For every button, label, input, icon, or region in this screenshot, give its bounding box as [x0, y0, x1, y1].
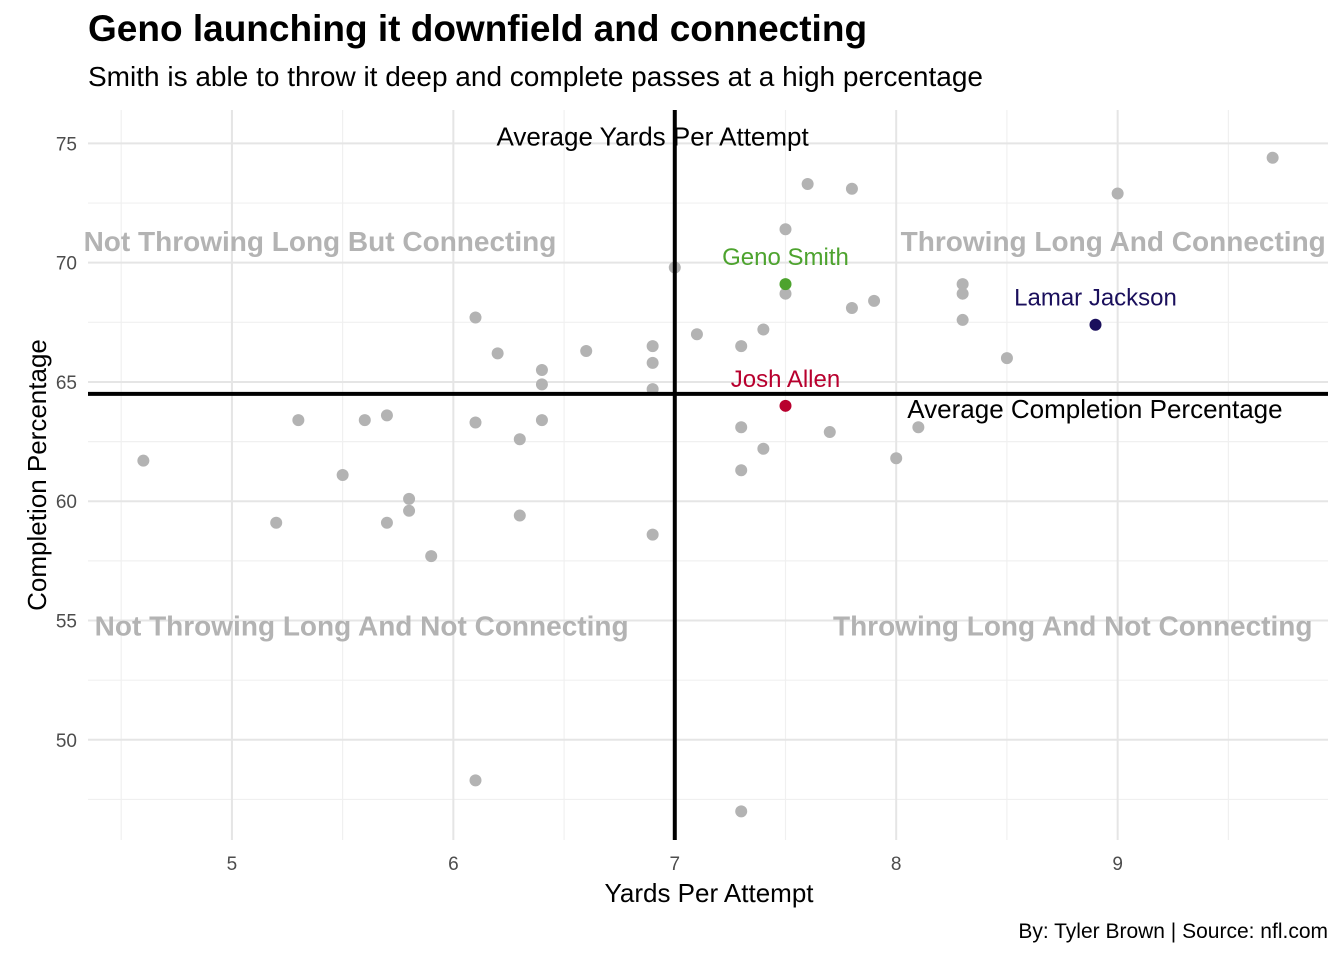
- data-point: [513, 433, 526, 446]
- data-point: [801, 177, 814, 190]
- data-point: [358, 414, 371, 427]
- y-tick-label: 75: [56, 134, 77, 155]
- quadrant-label-bottom-left: Not Throwing Long And Not Connecting: [95, 610, 629, 641]
- y-tick-label: 60: [56, 492, 77, 513]
- x-tick-label: 7: [669, 854, 680, 875]
- highlight-label-josh-allen: Josh Allen: [731, 366, 840, 393]
- quadrant-label-top-right: Throwing Long And Connecting: [901, 226, 1326, 257]
- y-tick-labels: 50 55 60 65 70 75: [56, 134, 77, 751]
- data-point: [646, 528, 659, 541]
- data-point: [535, 378, 548, 391]
- data-point: [292, 414, 305, 427]
- data-point: [735, 464, 748, 477]
- data-point: [956, 313, 969, 326]
- data-point: [535, 364, 548, 377]
- data-point: [425, 550, 438, 563]
- data-point: [1111, 187, 1124, 200]
- data-point: [690, 328, 703, 341]
- data-point: [1000, 352, 1013, 365]
- data-point: [735, 421, 748, 434]
- data-point: [336, 469, 349, 481]
- data-point: [845, 302, 858, 315]
- chart-caption: By: Tyler Brown | Source: nfl.com: [1018, 920, 1328, 943]
- minor-gridlines: [88, 110, 1328, 840]
- data-point: [646, 356, 659, 369]
- data-point: [580, 344, 593, 357]
- data-point: [735, 805, 748, 818]
- quadrant-label-bottom-right: Throwing Long And Not Connecting: [833, 610, 1313, 641]
- x-tick-label: 6: [448, 854, 459, 875]
- data-point: [1266, 151, 1279, 164]
- data-points: [137, 151, 1279, 818]
- y-tick-label: 55: [56, 612, 77, 633]
- data-point: [823, 426, 836, 439]
- data-point: [845, 182, 858, 195]
- data-point: [270, 516, 283, 529]
- data-point: [757, 323, 770, 336]
- highlight-label-geno-smith: Geno Smith: [722, 244, 849, 271]
- data-point: [469, 311, 482, 324]
- y-axis-title: Completion Percentage: [22, 339, 52, 611]
- data-point: [380, 409, 393, 422]
- data-point: [403, 492, 416, 505]
- highlight-point-josh-allen: [779, 399, 792, 412]
- data-point: [469, 416, 482, 429]
- highlight-point-geno-smith: [779, 278, 792, 291]
- data-point: [646, 340, 659, 353]
- highlight-label-lamar-jackson: Lamar Jackson: [1014, 285, 1177, 312]
- data-point: [513, 509, 526, 522]
- data-point: [912, 421, 925, 434]
- y-tick-label: 65: [56, 373, 77, 394]
- y-tick-label: 50: [56, 731, 77, 752]
- data-point: [469, 774, 482, 787]
- highlighted-points: Geno Smith Lamar Jackson Josh Allen: [722, 244, 1177, 412]
- quadrant-label-top-left: Not Throwing Long But Connecting: [84, 226, 557, 257]
- quadrant-labels: Not Throwing Long But Connecting Throwin…: [84, 226, 1326, 641]
- major-gridlines: [88, 110, 1328, 840]
- x-tick-label: 5: [227, 854, 238, 875]
- data-point: [890, 452, 903, 465]
- data-point: [535, 414, 548, 427]
- data-point: [403, 504, 416, 517]
- chart-title: Geno launching it downfield and connecti…: [88, 8, 868, 49]
- x-tick-labels: 5 6 7 8 9: [227, 854, 1123, 875]
- data-point: [956, 278, 969, 291]
- x-tick-label: 8: [891, 854, 902, 875]
- highlight-point-lamar-jackson: [1089, 318, 1102, 331]
- average-yards-label: Average Yards Per Attempt: [497, 121, 810, 151]
- data-point: [868, 294, 881, 307]
- average-completion-label: Average Completion Percentage: [907, 394, 1282, 424]
- data-point: [380, 516, 393, 529]
- data-point: [779, 223, 792, 236]
- data-point: [757, 442, 770, 455]
- x-axis-title: Yards Per Attempt: [604, 878, 814, 908]
- chart-subtitle: Smith is able to throw it deep and compl…: [88, 61, 983, 92]
- data-point: [735, 340, 748, 353]
- y-tick-label: 70: [56, 254, 77, 275]
- data-point: [779, 287, 792, 300]
- x-tick-label: 9: [1112, 854, 1123, 875]
- data-point: [956, 287, 969, 300]
- data-point: [137, 454, 150, 467]
- data-point: [491, 347, 504, 360]
